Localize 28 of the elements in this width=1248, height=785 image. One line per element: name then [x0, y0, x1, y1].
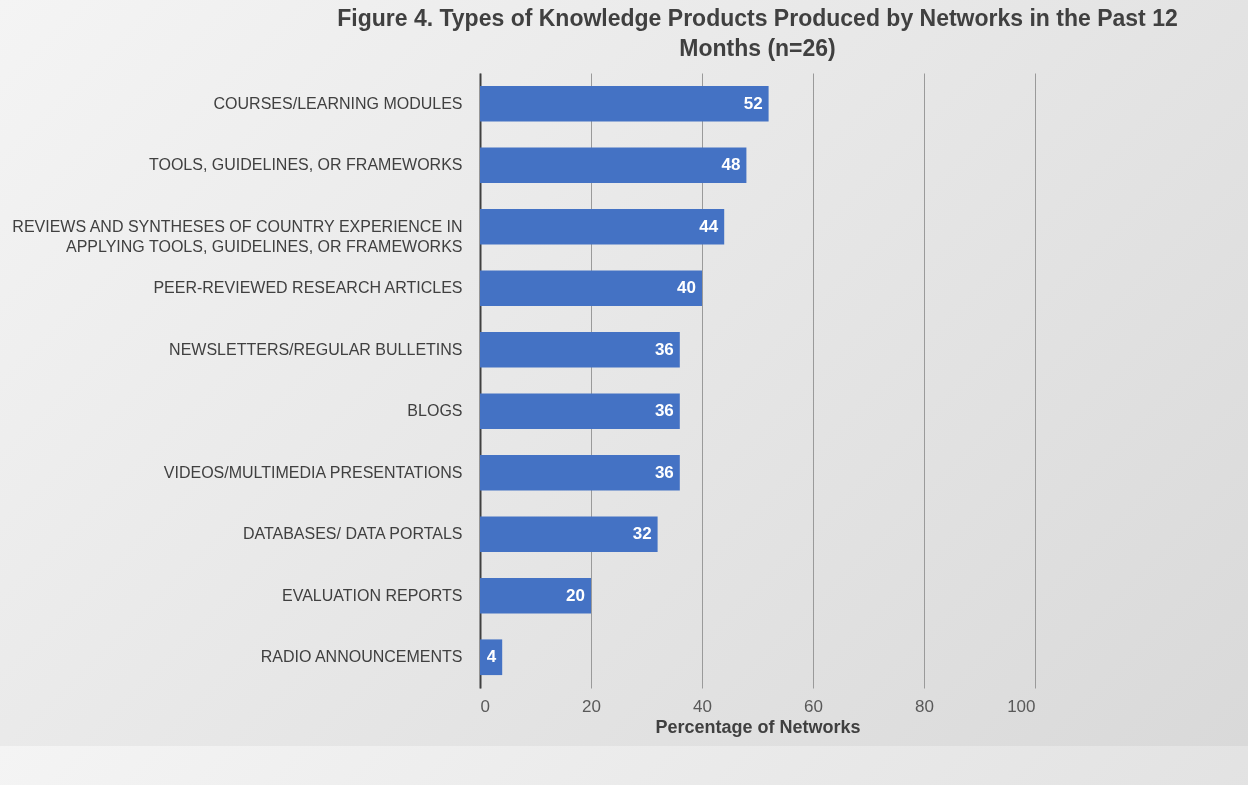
y-tick-label: VIDEOS/MULTIMEDIA PRESENTATIONS	[163, 463, 463, 481]
x-tick-label: 100	[1007, 696, 1036, 716]
data-label: 32	[632, 524, 652, 544]
x-tick-label: 0	[480, 696, 490, 716]
data-label: 52	[743, 93, 763, 113]
y-tick-label: TOOLS, GUIDELINES, OR FRAMEWORKS	[148, 156, 463, 174]
y-tick-label: REVIEWS AND SYNTHESES OF COUNTRY EXPERIENCE IN APPLYING TOOLS, GUIDELINES, OR FRAMEWORKS	[12, 217, 463, 255]
x-tick-label: 80	[915, 696, 934, 716]
data-label: 44	[699, 216, 719, 236]
x-tick-label: 20	[582, 696, 601, 716]
data-label: 48	[721, 155, 741, 175]
y-tick-label: EVALUATION REPORTS	[282, 586, 463, 604]
y-tick-label: RADIO ANNOUNCEMENTS	[260, 648, 463, 666]
y-tick-label: PEER-REVIEWED RESEARCH ARTICLES	[153, 279, 463, 297]
y-tick-label: COURSES/LEARNING MODULES	[213, 94, 463, 112]
data-label: 36	[654, 462, 674, 482]
data-label: 4	[486, 647, 497, 667]
x-axis-title: Percentage of Networks	[655, 716, 861, 737]
chart-title: Figure 4. Types of Knowledge Products Produced by Networks in the Past 12 Months (n=26)	[337, 5, 1178, 61]
data-label: 20	[566, 585, 585, 605]
data-label: 40	[677, 278, 696, 298]
y-tick-label: BLOGS	[407, 402, 463, 420]
data-label: 36	[654, 339, 674, 359]
x-tick-label: 60	[804, 696, 823, 716]
data-label: 36	[654, 401, 674, 421]
y-tick-label: DATABASES/ DATA PORTALS	[242, 525, 463, 543]
x-tick-label: 40	[693, 696, 712, 716]
y-tick-label: NEWSLETTERS/REGULAR BULLETINS	[169, 340, 463, 358]
